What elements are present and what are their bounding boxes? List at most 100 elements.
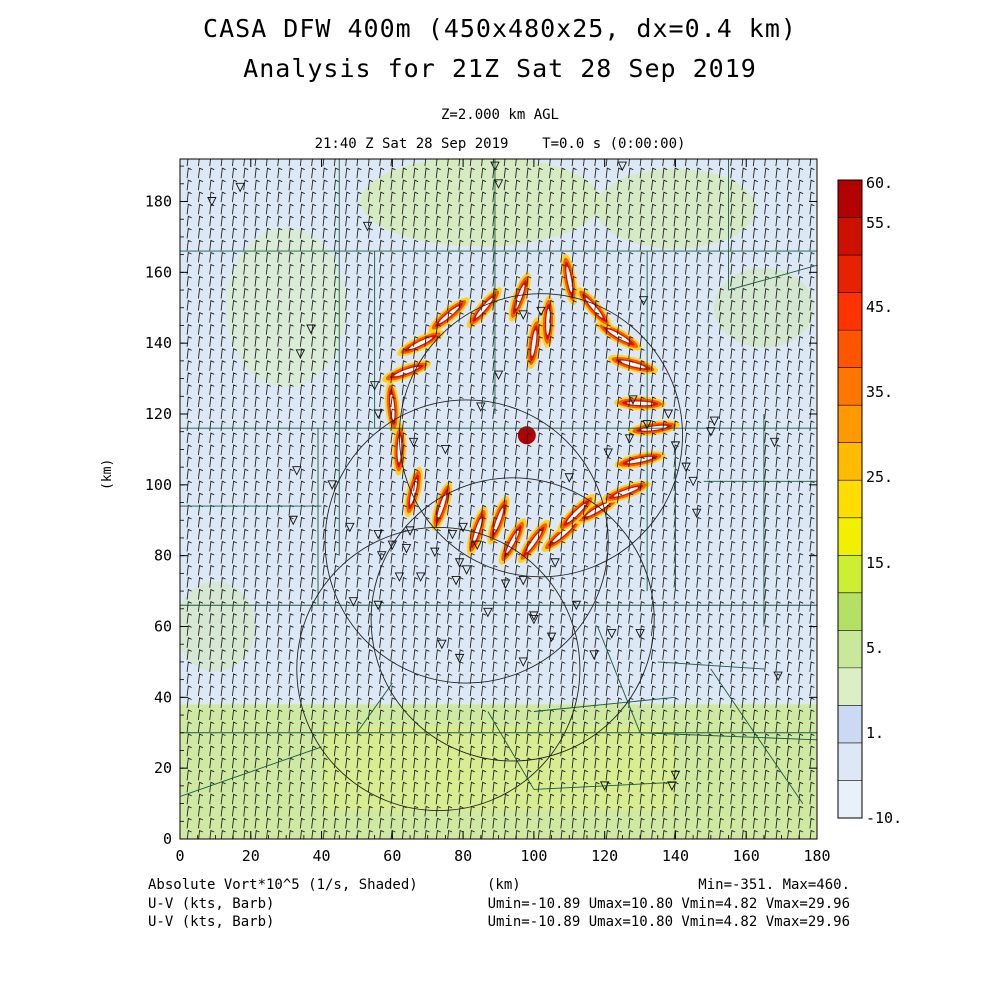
colorbar-frame <box>837 179 863 819</box>
radar-range-ring <box>296 526 581 812</box>
station-marker <box>529 614 539 625</box>
station-marker <box>518 576 529 586</box>
x-tick-label: 60 <box>383 847 401 865</box>
station-marker <box>663 409 674 420</box>
colorbar-swatch <box>838 705 862 744</box>
county-line <box>657 661 764 670</box>
station-marker <box>327 480 337 490</box>
colorbar-swatch <box>838 480 862 519</box>
station-marker <box>490 161 500 172</box>
vorticity-lobe <box>526 317 542 369</box>
vorticity-lobe <box>596 321 642 351</box>
station-marker <box>373 529 383 540</box>
station-marker <box>288 515 298 526</box>
colorbar-swatch <box>838 217 862 256</box>
county-line <box>533 781 676 790</box>
station-marker <box>295 349 306 359</box>
station-marker <box>564 473 575 483</box>
vorticity-lobe <box>397 330 445 357</box>
station-marker <box>458 522 468 533</box>
field-label: Absolute Vort*10^5 (1/s, Shaded) <box>148 877 418 893</box>
county-line <box>728 264 817 291</box>
county-line <box>356 682 393 734</box>
y-tick-label: 40 <box>154 688 172 706</box>
colorbar-swatch <box>838 180 862 219</box>
plot-area <box>180 159 817 839</box>
county-line <box>180 746 322 797</box>
x-tick-label: 0 <box>175 847 184 865</box>
station-marker <box>476 402 486 412</box>
station-marker <box>362 221 373 232</box>
barb-label-2: U-V (kts, Barb) <box>148 914 275 930</box>
station-marker <box>635 629 645 639</box>
station-marker <box>670 770 681 781</box>
station-marker <box>607 629 617 639</box>
station-marker <box>348 597 359 607</box>
station-marker <box>603 448 613 458</box>
station-marker <box>518 310 529 320</box>
county-line <box>710 668 804 804</box>
station-marker <box>373 409 383 420</box>
station-marker <box>306 324 316 335</box>
colorbar-label: 25. <box>866 468 893 486</box>
station-marker <box>691 508 702 519</box>
vorticity-lobe <box>404 466 423 518</box>
station-marker <box>454 558 465 568</box>
station-marker <box>599 781 610 791</box>
vorticity-patch <box>713 267 814 348</box>
station-marker <box>451 576 461 586</box>
station-marker <box>550 558 560 568</box>
station-marker <box>628 395 638 405</box>
station-marker <box>454 653 465 664</box>
station-marker <box>638 296 649 306</box>
station-marker <box>624 434 635 444</box>
colorbar-swatch <box>838 442 862 481</box>
station-marker <box>773 671 783 682</box>
vorticity-lobe <box>557 494 596 533</box>
colorbar-label: 45. <box>866 298 893 316</box>
x-tick-label: 20 <box>242 847 260 865</box>
station-marker <box>546 632 557 643</box>
vorticity-patch <box>595 168 756 249</box>
x-tick-label: 160 <box>733 847 760 865</box>
county-line <box>533 696 676 712</box>
colorbar-swatch <box>838 367 862 406</box>
station-marker <box>408 437 419 448</box>
vorticity-lobe <box>561 253 578 306</box>
station-marker <box>617 161 628 172</box>
barb-stats-1: Umin=-10.89 Umax=10.80 Vmin=4.82 Vmax=29… <box>487 896 850 912</box>
y-tick-label: 20 <box>154 759 172 777</box>
colorbar-swatch <box>838 330 862 369</box>
colorbar-label: 1. <box>866 724 884 742</box>
station-marker <box>571 600 582 611</box>
colorbar-label: 55. <box>866 214 893 232</box>
station-marker <box>437 639 447 650</box>
low-vorticity-band <box>321 725 676 811</box>
x-tick-label: 40 <box>313 847 331 865</box>
station-marker <box>472 540 482 551</box>
county-line <box>487 711 535 790</box>
y-tick-label: 120 <box>145 405 172 423</box>
station-marker <box>670 441 681 451</box>
colorbar-swatch <box>838 742 862 781</box>
station-marker <box>500 579 511 590</box>
county-line <box>597 626 641 733</box>
y-tick-label: 100 <box>145 476 172 494</box>
station-marker <box>369 381 380 391</box>
colorbar-swatch <box>838 592 862 631</box>
colorbar-swatch <box>838 667 862 706</box>
chart-title-line1: CASA DFW 400m (450x480x25, dx=0.4 km) <box>203 14 797 43</box>
station-marker <box>769 437 780 448</box>
y-axis-label: (km) <box>100 458 115 490</box>
colorbar-label: 5. <box>866 639 884 657</box>
station-marker <box>207 197 217 207</box>
x-tick-label: 80 <box>454 847 472 865</box>
x-axis-unit: (km) <box>487 877 521 893</box>
colorbar-label: 15. <box>866 554 893 572</box>
colorbar-swatch <box>838 292 862 331</box>
y-tick-label: 180 <box>145 193 172 211</box>
colorbar-swatch <box>838 255 862 294</box>
colorbar-swatch <box>838 630 862 669</box>
y-tick-label: 80 <box>154 547 172 565</box>
